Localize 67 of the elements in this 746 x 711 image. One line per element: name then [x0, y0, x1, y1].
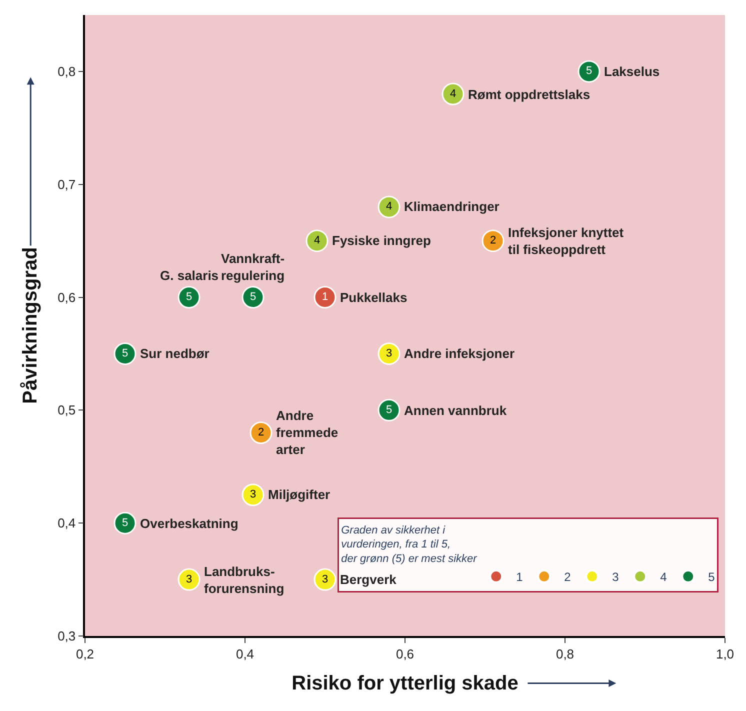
annotation: Lakselus — [604, 64, 660, 79]
point — [178, 286, 200, 309]
annotation: Andre fremmede arter — [276, 408, 338, 457]
annotation: G. salaris — [160, 268, 219, 283]
x-axis-title: Risiko for ytterlig skade — [292, 672, 518, 694]
y-tick-label: 0,3 — [58, 628, 76, 644]
x-tick-label: 0,4 — [236, 646, 254, 662]
text: 5 — [386, 404, 392, 416]
annotation: Rømt oppdrettslaks — [468, 87, 590, 102]
annotation: Vannkraft- regulering — [221, 251, 285, 283]
text: 3 — [186, 573, 192, 586]
annotation: Annen vannbruk — [404, 403, 508, 418]
annotation: Klimaendringer — [404, 199, 500, 214]
y-tick-label: 0,8 — [58, 64, 76, 79]
point — [482, 230, 504, 252]
x-tick-label: 1,0 — [716, 646, 734, 662]
point — [442, 82, 464, 106]
point — [178, 568, 200, 591]
point — [378, 196, 400, 218]
annotation: Landbruks- forurensning — [204, 564, 284, 596]
annotation: Fysiske inngrep — [332, 233, 432, 248]
annotation: Infeksjoner knyttet til fiskeoppdrett — [508, 225, 624, 257]
y-tick-label: 0,7 — [58, 176, 76, 192]
text: 5 — [250, 291, 256, 304]
point — [378, 342, 400, 365]
point — [378, 398, 400, 422]
legend-title: Graden av sikkerhet i vurderingen, fra 1 til 5, der grønn (5) er mest sikker — [341, 524, 478, 565]
text: 5 — [122, 516, 128, 529]
text: 4 — [314, 234, 320, 247]
point — [314, 286, 336, 309]
legend-label: 1 — [516, 570, 524, 584]
text: 5 — [186, 291, 192, 304]
point — [114, 512, 136, 534]
point — [114, 342, 136, 365]
text: 4 — [386, 200, 392, 213]
x-tick-label: 0,6 — [396, 646, 414, 662]
y-axis-title: Påvirkningsgrad — [20, 247, 42, 404]
text: 4 — [450, 88, 456, 100]
legend-label: 2 — [564, 570, 572, 584]
annotation: Miljøgifter — [268, 487, 330, 502]
point — [306, 230, 328, 252]
point — [578, 60, 600, 83]
text: 3 — [322, 573, 328, 586]
annotation: Pukkellaks — [340, 290, 408, 305]
text: 1 — [322, 291, 328, 304]
annotation: Sur nedbør — [140, 346, 210, 361]
annotation: Bergverk — [340, 572, 398, 587]
x-tick-label: 0,2 — [76, 646, 94, 662]
text: 2 — [490, 234, 496, 247]
point — [242, 286, 264, 309]
text: 3 — [386, 347, 392, 360]
x-tick-label: 0,8 — [556, 646, 574, 662]
text: 5 — [586, 65, 592, 78]
text: 2 — [258, 426, 264, 439]
legend-label: 4 — [660, 570, 668, 584]
y-tick-label: 0,4 — [58, 516, 76, 531]
text: 5 — [122, 347, 128, 360]
point — [314, 568, 336, 591]
y-tick-label: 0,6 — [58, 290, 76, 305]
annotation: Overbeskatning — [140, 516, 238, 531]
legend-label: 3 — [612, 570, 620, 584]
point — [242, 484, 264, 506]
text: 3 — [250, 488, 256, 501]
y-tick-label: 0,5 — [58, 402, 76, 418]
annotation: Andre infeksjoner — [404, 346, 515, 361]
legend-label: 5 — [708, 570, 716, 584]
point — [250, 422, 272, 444]
